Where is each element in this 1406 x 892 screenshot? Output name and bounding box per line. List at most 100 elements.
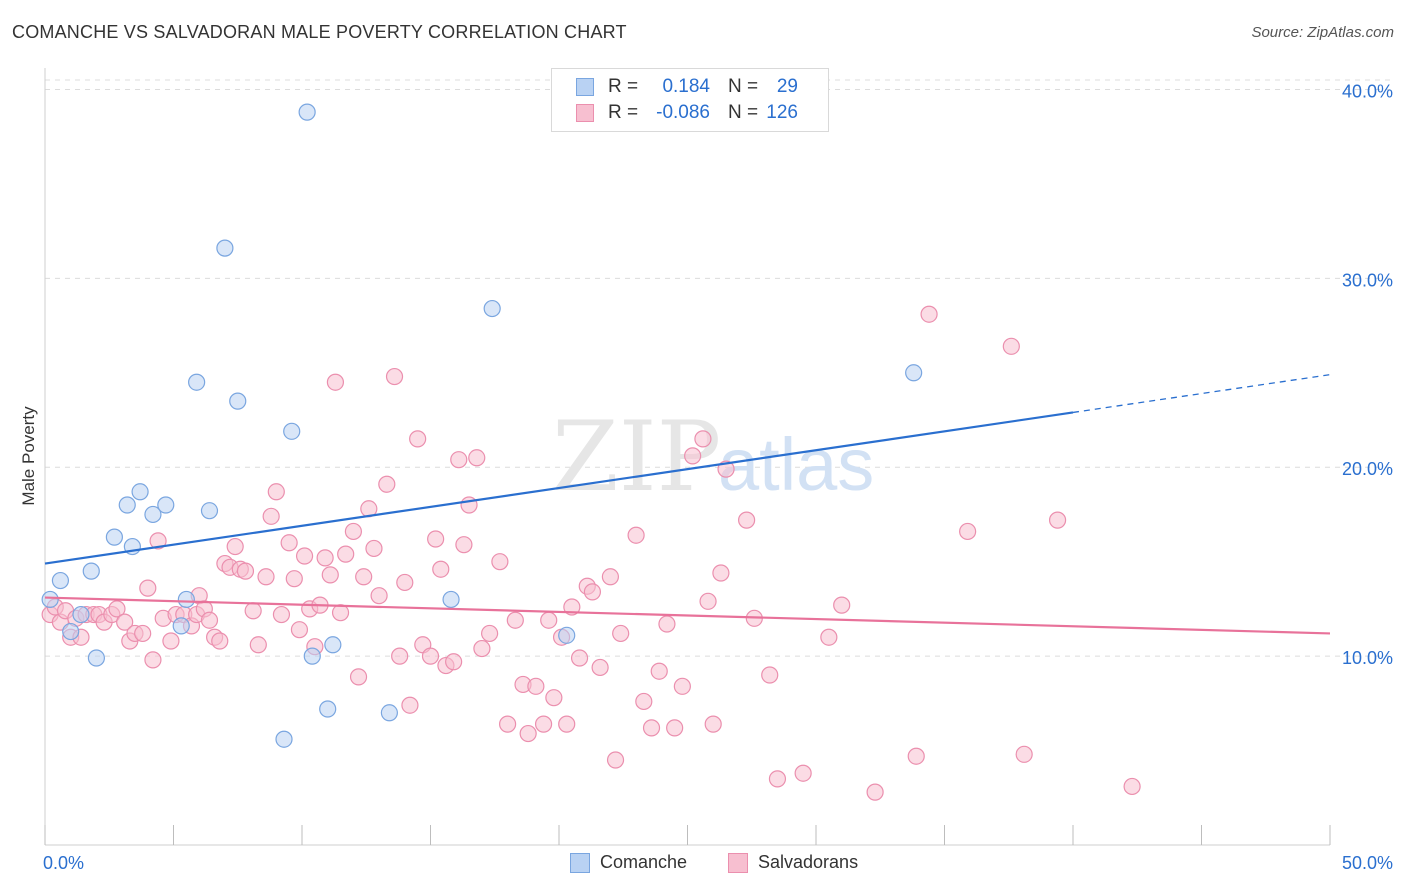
comanche-point [319,700,337,718]
salvadorans-trend-line [44,596,1331,635]
salvadorans-point [211,632,229,650]
x-tick-label: 0.0% [43,853,84,873]
salvadorans-point [658,615,676,633]
legend-r-value: 0.184 [662,76,710,97]
correlation-legend: R = 0.184 N = 29 R = -0.086 N = 126 [551,68,829,132]
salvadorans-point [563,598,581,616]
salvadorans-point [331,604,350,622]
comanche-point [177,590,195,609]
salvadorans-point [519,724,537,743]
salvadorans-point [450,451,468,469]
legend-swatch-salvadorans [576,104,594,122]
source-label: Source: ZipAtlas.com [1251,24,1394,41]
salvadorans-point [409,430,427,448]
salvadorans-point [491,553,509,571]
salvadorans-point [540,611,558,629]
chart-title: COMANCHE VS SALVADORAN MALE POVERTY CORR… [12,22,627,42]
comanche-point [303,647,321,665]
salvadorans-point [200,611,219,629]
salvadorans-point [116,613,134,631]
salvadorans-point [534,715,553,733]
salvadorans-point [391,647,409,665]
comanche-point [905,364,923,382]
salvadorans-point [959,522,977,541]
comanche-point [200,502,219,520]
legend-r-label: R = [608,76,639,97]
y-tick-labels: 10.0% 20.0% 30.0% 40.0% [1342,81,1393,668]
comanche-point [283,422,301,440]
salvadorans-point [432,560,450,578]
salvadorans-point [666,719,684,737]
comanche-point [51,571,70,590]
comanche-point [298,103,316,121]
salvadorans-point [635,692,653,711]
salvadorans-point [570,649,589,667]
salvadorans-point [468,449,486,467]
salvadorans-point [326,373,345,391]
legend-swatch-salvadorans [728,852,748,873]
salvadorans-point [545,689,563,707]
axes [44,68,1331,846]
comanche-point [380,704,398,722]
salvadorans-point [262,507,280,525]
salvadorans-point [738,511,756,529]
salvadorans-point [1015,745,1033,763]
salvadorans-point [236,562,255,580]
salvadorans-point [612,624,630,643]
salvadorans-point [1002,337,1020,355]
legend-n-value: 29 [776,76,798,97]
comanche-point [216,239,234,257]
legend-n-label: N = [728,102,759,123]
salvadorans-point [761,666,779,684]
comanche-point [118,496,136,514]
salvadorans-point [684,447,702,465]
salvadorans-point [455,536,473,554]
legend-swatch-comanche [570,852,590,873]
salvadorans-point [344,522,362,541]
salvadorans-point [249,636,267,654]
comanche-point [324,636,342,654]
salvadorans-point [583,583,602,601]
legend-item-salvadorans: Salvadorans [728,852,858,873]
x-tick-labels: 0.0% 50.0% [43,853,1393,873]
salvadorans-point [704,715,722,733]
comanche-point [558,626,576,644]
salvadorans-point [768,770,787,788]
comanche-point [442,590,460,609]
salvadorans-point [272,605,291,624]
salvadorans-point [820,628,838,646]
salvadorans-point [445,653,463,671]
legend-item-comanche: Comanche [570,852,687,873]
comanche-point [62,622,80,641]
salvadorans-point [673,677,691,695]
salvadorans-point [401,696,419,714]
salvadorans-point [295,547,314,565]
comanche-point [87,649,106,667]
legend-label-salvadorans: Salvadorans [758,852,859,872]
watermark: ZIP atlas [552,401,874,513]
salvadorans-point [226,537,244,556]
comanche-point [483,299,501,318]
salvadorans-point [481,624,499,643]
y-axis-label: Male Poverty [19,406,38,506]
salvadorans-point [866,783,884,801]
salvadorans-point [267,483,285,501]
salvadorans-point [642,719,661,737]
salvadorans-point [1048,511,1067,529]
salvadorans-point [349,668,368,686]
salvadorans-point [473,639,491,658]
salvadorans-point [370,587,388,605]
comanche-point [144,505,162,524]
salvadorans-point [712,564,730,582]
comanche-point [41,590,59,609]
salvadorans-point [378,475,396,493]
salvadorans-point [427,530,445,548]
salvadorans-point [558,715,576,733]
comanche-point [72,605,90,624]
salvadorans-point [699,592,717,610]
salvadorans-point [421,647,440,665]
comanche-points [41,103,923,748]
salvadorans-point [290,621,309,639]
legend-r-value: -0.086 [656,102,710,123]
